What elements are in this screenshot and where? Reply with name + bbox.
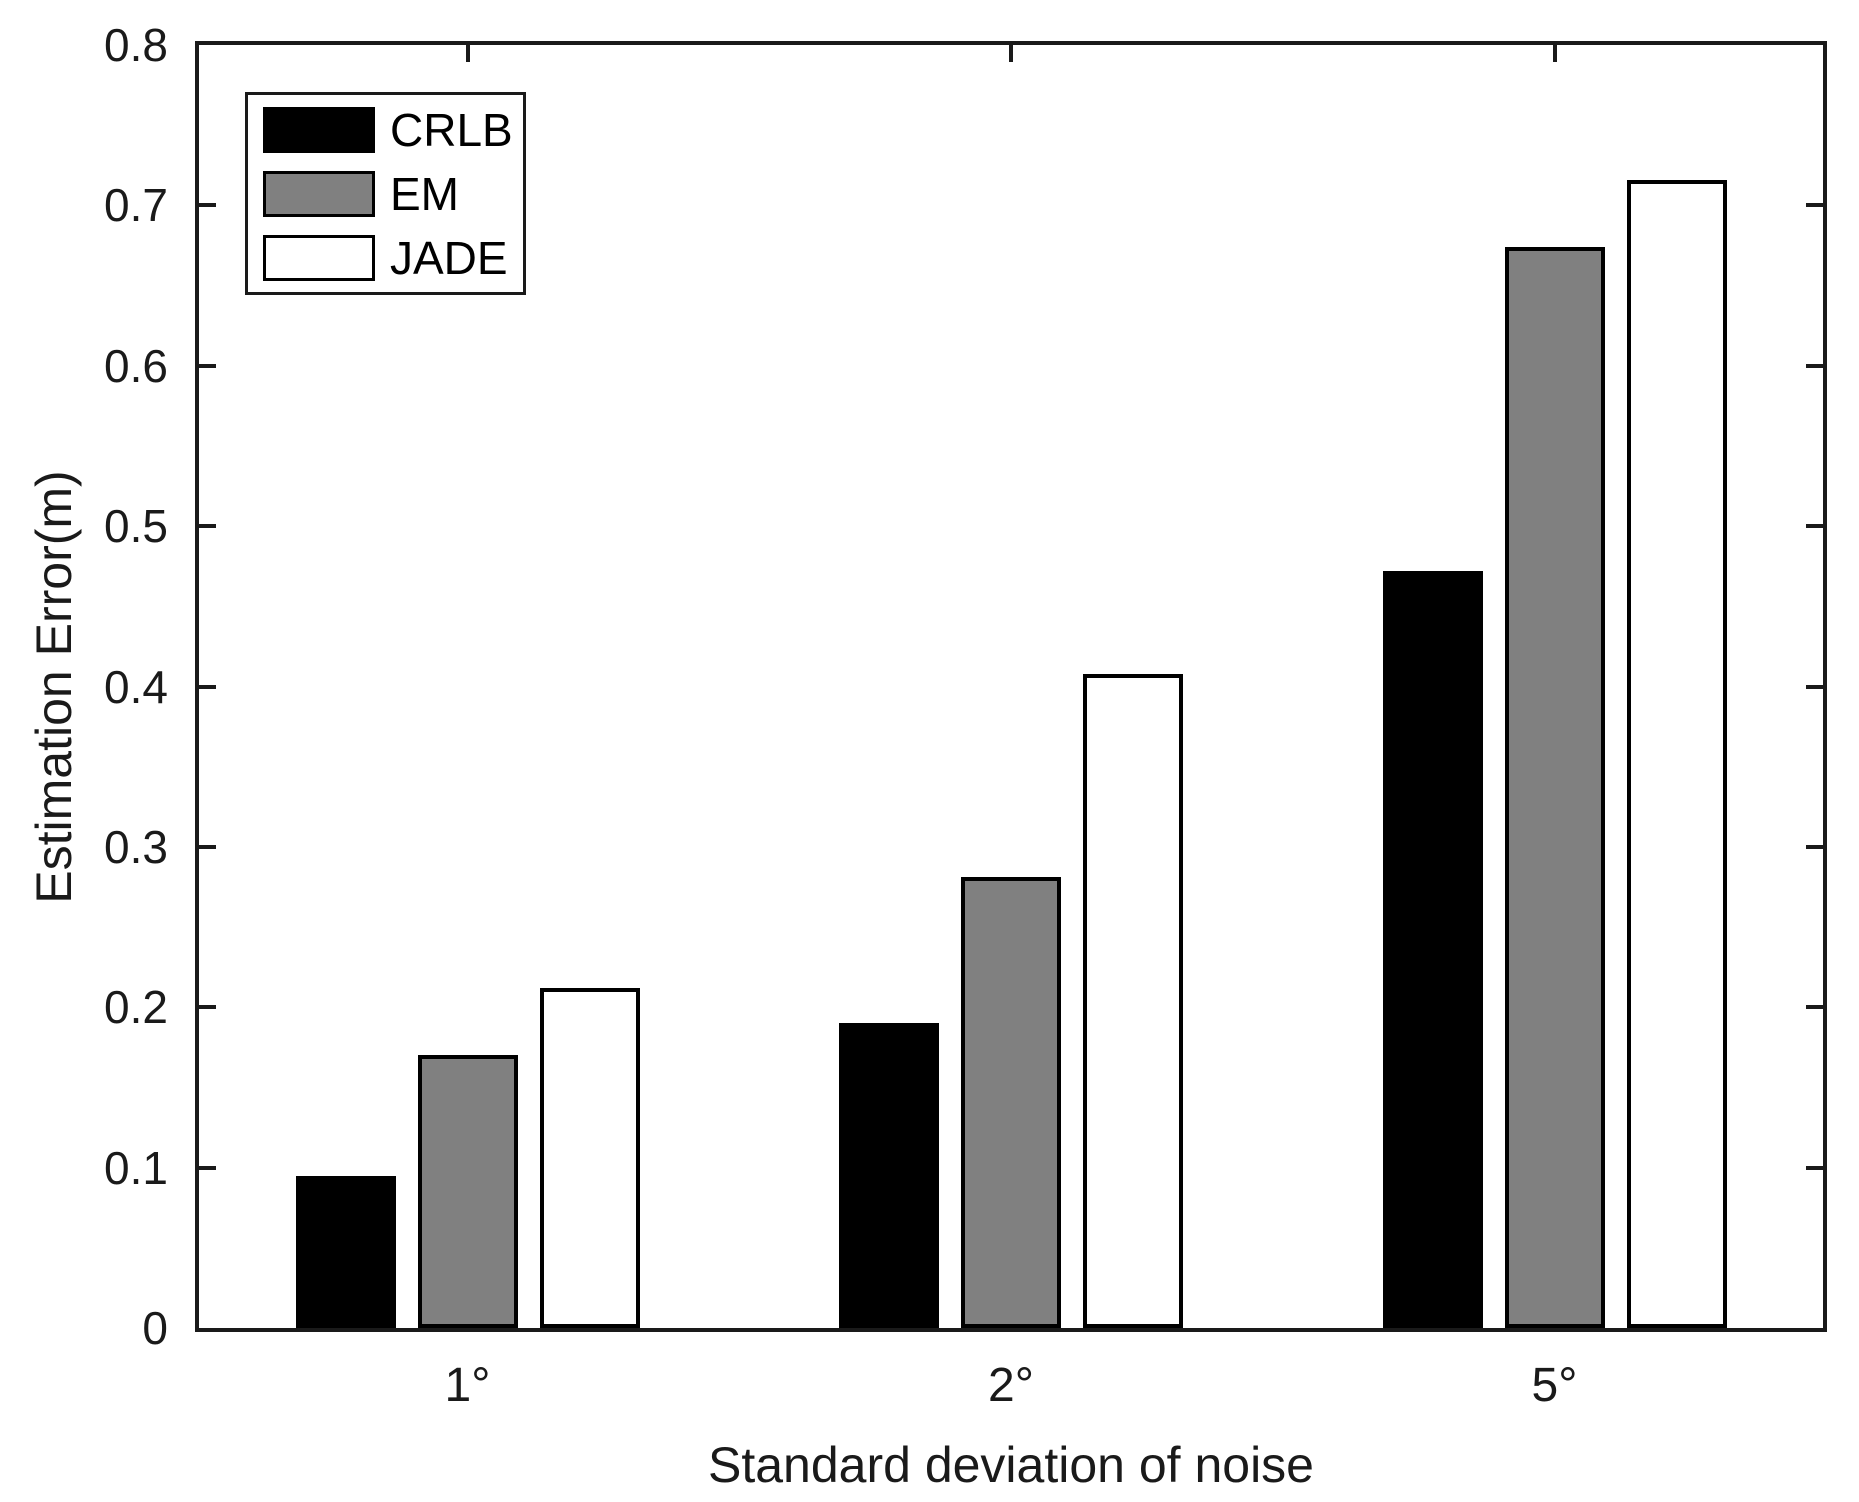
y-axis-tick-right xyxy=(1806,363,1823,368)
legend-swatch-em xyxy=(263,170,375,217)
y-axis-tick-right xyxy=(1806,524,1823,529)
legend-label-crlb: CRLB xyxy=(390,103,513,156)
x-tick-label-3: 5° xyxy=(1531,1359,1578,1412)
bar-crlb-5° xyxy=(1382,571,1483,1328)
x-axis-tick-top xyxy=(465,45,470,62)
y-axis-tick-left xyxy=(199,684,216,689)
y-tick-label-0.3: 0.3 xyxy=(104,820,168,873)
bar-crlb-2° xyxy=(839,1023,939,1328)
y-tick-label-0.6: 0.6 xyxy=(104,339,168,392)
y-tick-label-0.5: 0.5 xyxy=(104,500,168,553)
bar-em-1° xyxy=(417,1055,518,1328)
bar-crlb-1° xyxy=(295,1176,396,1328)
legend-item-jade: JADE xyxy=(263,233,523,283)
x-tick-label-2: 2° xyxy=(988,1359,1034,1412)
plot-inner-area xyxy=(199,45,1823,1328)
bar-jade-1° xyxy=(539,988,640,1328)
x-axis-tick-top xyxy=(1552,45,1557,62)
y-tick-label-0.2: 0.2 xyxy=(104,981,168,1034)
plot-area xyxy=(195,41,1827,1332)
y-axis-tick-left xyxy=(199,844,216,849)
legend-item-crlb: CRLB xyxy=(263,105,523,155)
y-axis-tick-right xyxy=(1806,203,1823,208)
bar-jade-2° xyxy=(1083,674,1183,1328)
y-axis-tick-left xyxy=(199,363,216,368)
y-tick-label-0.7: 0.7 xyxy=(104,179,168,232)
legend-swatch-jade xyxy=(263,234,375,281)
x-axis-title: Standard deviation of noise xyxy=(708,1437,1314,1493)
x-axis-tick-top xyxy=(1009,45,1013,62)
y-axis-tick-right xyxy=(1806,1005,1823,1010)
bar-jade-5° xyxy=(1626,180,1727,1328)
y-axis-tick-right xyxy=(1806,684,1823,689)
legend-label-em: EM xyxy=(390,167,459,220)
y-axis-tick-left xyxy=(199,1005,216,1010)
x-tick-label-1: 1° xyxy=(444,1359,491,1412)
y-axis-tick-left xyxy=(199,203,216,208)
y-axis-tick-right xyxy=(1806,844,1823,849)
y-axis-tick-right xyxy=(1806,1165,1823,1170)
y-axis-tick-left xyxy=(199,1165,216,1170)
y-tick-label-0.8: 0.8 xyxy=(104,19,168,71)
legend-label-jade: JADE xyxy=(390,231,508,284)
legend-swatch-crlb xyxy=(263,106,375,153)
y-tick-label-0: 0 xyxy=(142,1302,168,1354)
legend-item-em: EM xyxy=(263,169,523,219)
bar-em-2° xyxy=(961,877,1061,1328)
y-tick-label-0.4: 0.4 xyxy=(104,660,168,713)
bar-em-5° xyxy=(1504,247,1605,1328)
y-tick-label-0.1: 0.1 xyxy=(104,1141,168,1194)
y-axis-tick-left xyxy=(199,524,216,529)
legend: CRLB EM JADE xyxy=(245,92,526,295)
